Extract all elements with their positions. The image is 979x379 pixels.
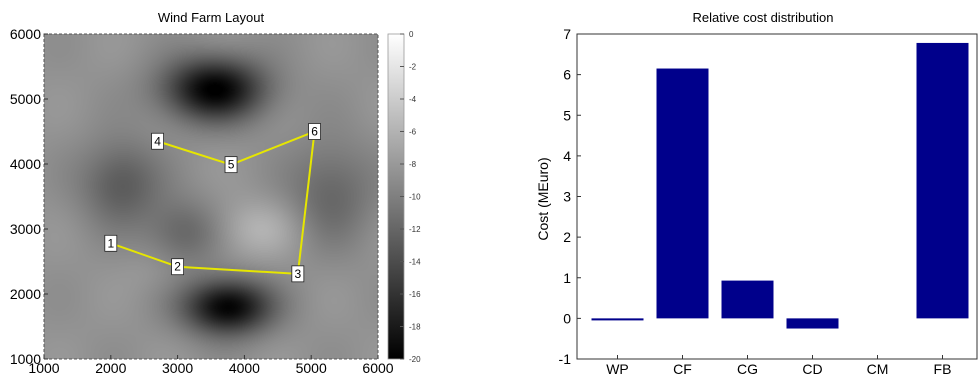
colorbar-ticks: 0 -2 -4 -6 -8 -10 -12 -14 -16 -18 -20 (400, 30, 421, 364)
colorbar-tick-label: 0 (409, 30, 414, 39)
colorbar-tick-label: -8 (409, 160, 417, 169)
bar-x-ticks: WP CF CG CD CM FB (606, 355, 951, 377)
turbine-layer: 1 2 3 4 5 6 (104, 123, 321, 283)
bar-y-tick-label: 6 (563, 67, 571, 83)
heatmap-y-tick-label: 2000 (10, 286, 41, 302)
colorbar-tick-label: -2 (409, 63, 417, 72)
heatmap-x-tick-label: 2000 (95, 360, 126, 376)
bar-y-tick-label: 5 (563, 107, 571, 123)
bar-cf (656, 68, 709, 319)
bar-x-tick-label: WP (606, 361, 629, 377)
colorbar-tick-label: -16 (409, 290, 421, 299)
colorbar-tick-label: -6 (409, 128, 417, 137)
bar-y-tick-label: 7 (563, 26, 571, 42)
turbine-label: 1 (107, 236, 114, 250)
bar-y-tick-label: 0 (563, 310, 571, 326)
turbine-label: 2 (174, 260, 181, 274)
turbine-marker: 5 (224, 156, 238, 174)
heatmap-y-tick-label: 1000 (10, 351, 41, 367)
bar-y-tick-label: 1 (563, 270, 571, 286)
turbine-label-box (171, 258, 185, 276)
bar-x-tick-label: FB (934, 361, 952, 377)
bar-y-tick-label: 3 (563, 189, 571, 205)
colorbar-tick-label: -20 (409, 355, 421, 364)
turbine-label: 6 (311, 125, 318, 139)
colorbar-tick-label: -12 (409, 225, 421, 234)
bar-series (591, 42, 969, 329)
wind-farm-layout-panel: Wind Farm Layout 1000 2000 3000 4000 5000 600… (10, 10, 421, 376)
bar-x-tick-label: CD (802, 361, 822, 377)
heatmap-x-tick-label: 3000 (162, 360, 193, 376)
turbine-label-box (291, 265, 305, 283)
heatmap-x-tick-label: 4000 (229, 360, 260, 376)
bar-cd (786, 318, 839, 329)
turbine-marker: 1 (104, 234, 118, 252)
turbine-marker: 6 (308, 123, 321, 140)
bar-fb (916, 42, 969, 319)
colorbar-tick-label: -14 (409, 258, 421, 267)
turbine-marker: 3 (291, 265, 305, 283)
colorbar-tick-label: -4 (409, 95, 417, 104)
bar-y-ticks: -1 0 1 2 3 4 5 6 7 (559, 26, 581, 367)
bar-wp (591, 318, 644, 321)
left-chart-title: Wind Farm Layout (158, 10, 265, 25)
colorbar-tick-label: -18 (409, 323, 421, 332)
turbine-label-box (151, 132, 164, 150)
bar-y-tick-label: 2 (563, 229, 571, 245)
heatmap-x-tick-label: 1000 (28, 360, 59, 376)
heatmap-y-ticks: 1000 2000 3000 4000 5000 6000 (10, 26, 48, 367)
heatmap-y-tick-label: 3000 (10, 221, 41, 237)
heatmap-x-ticks: 1000 2000 3000 4000 5000 6000 (28, 355, 394, 376)
heatmap-field (44, 34, 378, 359)
bar-x-tick-label: CG (737, 361, 758, 377)
cable-layer (110, 129, 316, 275)
heatmap-y-tick-label: 6000 (10, 26, 41, 42)
turbine-label: 5 (228, 158, 235, 172)
turbine-label-box (104, 234, 118, 252)
heatmap-x-tick-label: 5000 (296, 360, 327, 376)
heatmap-x-tick-label: 6000 (362, 360, 393, 376)
turbine-label-box (308, 123, 321, 140)
turbine-marker: 2 (171, 258, 185, 276)
right-y-axis-label: Cost (MEuro) (535, 157, 551, 240)
colorbar-tick-label: -10 (409, 193, 421, 202)
heatmap-field-container (44, 34, 378, 359)
bar-y-tick-label: 4 (563, 148, 571, 164)
heatmap-y-tick-label: 5000 (10, 91, 41, 107)
turbine-label: 4 (154, 134, 161, 148)
cost-distribution-panel: Relative cost distribution Cost (MEuro) … (535, 10, 978, 377)
turbine-marker: 4 (151, 132, 164, 150)
heatmap-y-tick-label: 4000 (10, 156, 41, 172)
bar-x-tick-label: CM (867, 361, 889, 377)
turbine-label: 3 (294, 267, 301, 281)
right-chart-title: Relative cost distribution (693, 10, 834, 25)
heatmap-frame (43, 33, 379, 360)
bar-plot-frame (576, 33, 978, 360)
bar-cg (721, 280, 774, 319)
bar-x-tick-label: CF (673, 361, 692, 377)
turbine-label-box (224, 156, 238, 174)
cable-line (110, 129, 316, 275)
bar-y-tick-label: -1 (559, 351, 572, 367)
